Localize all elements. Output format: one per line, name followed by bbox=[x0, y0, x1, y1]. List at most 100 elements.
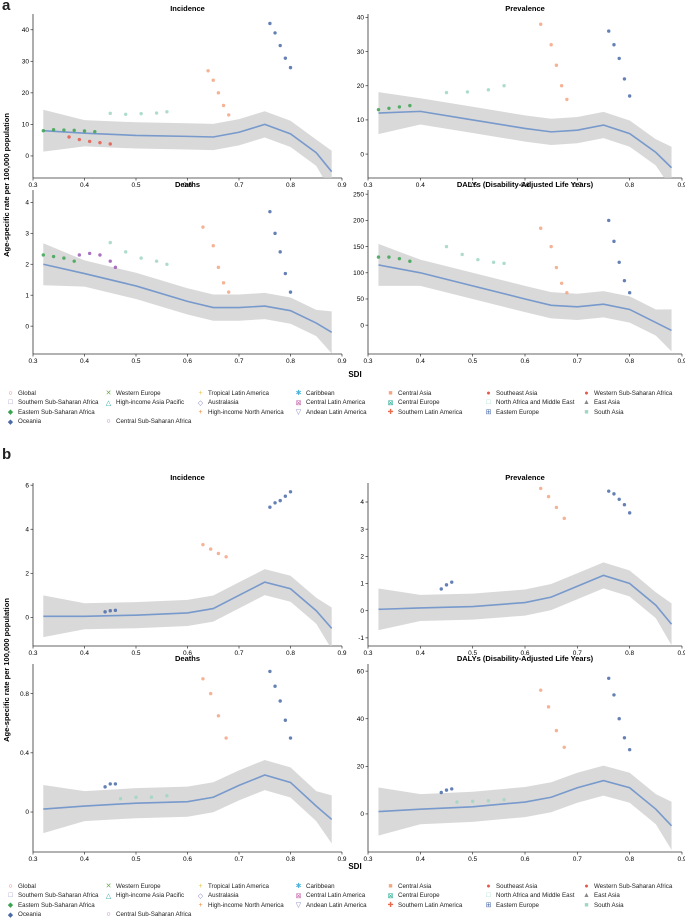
y-tick-label: 60 bbox=[357, 668, 365, 675]
x-tick-label: 0.4 bbox=[416, 182, 425, 189]
x-tick-label: 0.8 bbox=[625, 650, 634, 657]
y-tick-label: 200 bbox=[353, 218, 364, 225]
legend-symbol-icon: ◆ bbox=[7, 902, 14, 909]
fit-line bbox=[43, 263, 333, 334]
legend-symbol-icon: ⊞ bbox=[485, 902, 492, 909]
legend-label: South Asia bbox=[594, 901, 624, 909]
legend-symbol-icon: ⊞ bbox=[485, 409, 492, 416]
legend-symbol-icon: ⊠ bbox=[387, 892, 394, 900]
chart-panel-b-1: Prevalence 0.3 0.4 0.5 0.6 0.7 0.8 0.9 -1 0 1 2 3 4 bbox=[358, 473, 685, 657]
legend-symbol-icon: ⊠ bbox=[295, 892, 302, 900]
legend-item: + High-income North America bbox=[196, 901, 294, 909]
x-tick-label: 0.7 bbox=[234, 182, 243, 189]
y-tick-label: 40 bbox=[22, 27, 30, 34]
data-point bbox=[273, 684, 277, 688]
legend-symbol-icon: + bbox=[198, 882, 203, 890]
legend-item: ✱ Caribbean bbox=[294, 389, 386, 398]
legend-label: Caribbean bbox=[306, 389, 335, 397]
x-tick-label: 0.9 bbox=[337, 650, 346, 657]
x-tick-label: 0.5 bbox=[131, 856, 140, 863]
data-point bbox=[283, 271, 288, 276]
legend-label: High-income North America bbox=[208, 408, 284, 416]
x-tick-label: 0.5 bbox=[131, 182, 140, 189]
data-point bbox=[216, 91, 221, 95]
legend-label: Andean Latin America bbox=[306, 901, 367, 909]
legend-item: ✱ Caribbean bbox=[294, 882, 386, 891]
plot-body bbox=[41, 21, 333, 178]
x-tick-label: 0.8 bbox=[286, 856, 295, 863]
legend-symbol-icon: ▽ bbox=[295, 902, 302, 909]
data-point bbox=[288, 290, 293, 294]
data-point bbox=[208, 547, 213, 551]
legend-item bbox=[104, 408, 196, 416]
x-tick-label: 0.8 bbox=[625, 182, 634, 189]
legend-label: High-income North America bbox=[208, 901, 284, 909]
legend-label: North Africa and Middle East bbox=[496, 399, 575, 406]
legend-symbol-icon: □ bbox=[486, 892, 491, 899]
y-tick-label: 0 bbox=[360, 322, 364, 329]
legend-symbol-icon: ◆ bbox=[7, 418, 14, 426]
data-point bbox=[103, 610, 107, 614]
y-tick-label: 10 bbox=[22, 122, 30, 129]
y-tick-label: 0 bbox=[360, 151, 364, 158]
legend-label: Australasia bbox=[208, 399, 239, 406]
legend-b: ○ Global ✕ Western Europe + Tropical Latin Am… bbox=[6, 882, 682, 919]
data-point bbox=[139, 111, 143, 116]
data-point bbox=[539, 486, 543, 491]
data-point bbox=[124, 112, 128, 116]
x-tick-label: 0.6 bbox=[520, 650, 529, 657]
data-point bbox=[612, 693, 616, 697]
x-tick-label: 0.7 bbox=[234, 856, 243, 863]
legend-label: Central Asia bbox=[398, 882, 432, 890]
y-tick-label: 6 bbox=[25, 482, 29, 489]
legend-label: High-income Asia Pacific bbox=[116, 892, 185, 899]
x-tick-label: 0.7 bbox=[573, 650, 582, 657]
panel-title: Deaths bbox=[175, 654, 200, 663]
legend-item: ■ Central Asia bbox=[386, 389, 484, 397]
legend-symbol-icon: □ bbox=[8, 892, 13, 899]
data-point bbox=[502, 797, 506, 802]
data-point bbox=[273, 501, 277, 505]
legend-item: ⊠ Central Latin America bbox=[294, 892, 386, 900]
data-point bbox=[397, 105, 402, 109]
data-point bbox=[465, 90, 470, 94]
chart-panel-b-3: DALYs (Disability-Adjusted Life Years) 0.… bbox=[357, 654, 685, 863]
chart-panel-b-2: Deaths 0.3 0.4 0.5 0.6 0.7 0.8 0.9 0 0.4 0.8 bbox=[20, 654, 347, 863]
data-point bbox=[87, 139, 92, 144]
data-point bbox=[51, 254, 56, 259]
fit-line bbox=[378, 574, 673, 625]
legend-item: ▽ Andean Latin America bbox=[294, 901, 386, 910]
x-tick-label: 0.8 bbox=[625, 856, 634, 863]
x-tick-label: 0.8 bbox=[625, 358, 634, 365]
legend-symbol-icon: ✚ bbox=[387, 902, 394, 909]
data-point bbox=[227, 290, 231, 294]
data-point bbox=[612, 492, 616, 496]
data-point bbox=[283, 494, 288, 498]
data-point bbox=[546, 705, 551, 709]
y-tick-label: 4 bbox=[360, 499, 364, 506]
legend-item: ● Southeast Asia bbox=[484, 389, 582, 397]
legend-label: Oceania bbox=[18, 418, 42, 425]
legend-item: ■ Central Asia bbox=[386, 882, 484, 890]
data-point bbox=[288, 490, 293, 494]
legend-symbol-icon: ■ bbox=[584, 901, 589, 909]
data-point bbox=[554, 728, 559, 733]
fit-line bbox=[43, 774, 333, 821]
data-point bbox=[165, 794, 169, 798]
legend-label: Southeast Asia bbox=[496, 389, 538, 397]
fit-line bbox=[43, 123, 333, 173]
data-point bbox=[612, 239, 616, 244]
legend-item: ◇ Australasia bbox=[196, 892, 294, 900]
legend-symbol-icon: ▲ bbox=[583, 399, 590, 406]
legend-item: ○ Global bbox=[6, 882, 104, 890]
data-point bbox=[165, 110, 169, 114]
fit-line bbox=[378, 779, 673, 827]
data-point bbox=[113, 782, 118, 786]
legend-item: ○ Central Sub-Saharan Africa bbox=[104, 418, 196, 426]
data-point bbox=[154, 111, 159, 115]
legend-item: □ North Africa and Middle East bbox=[484, 892, 582, 900]
legend-label: Southeast Asia bbox=[496, 882, 538, 890]
data-point bbox=[491, 260, 496, 265]
y-tick-label: 4 bbox=[25, 526, 29, 533]
y-tick-label: 100 bbox=[353, 270, 364, 277]
